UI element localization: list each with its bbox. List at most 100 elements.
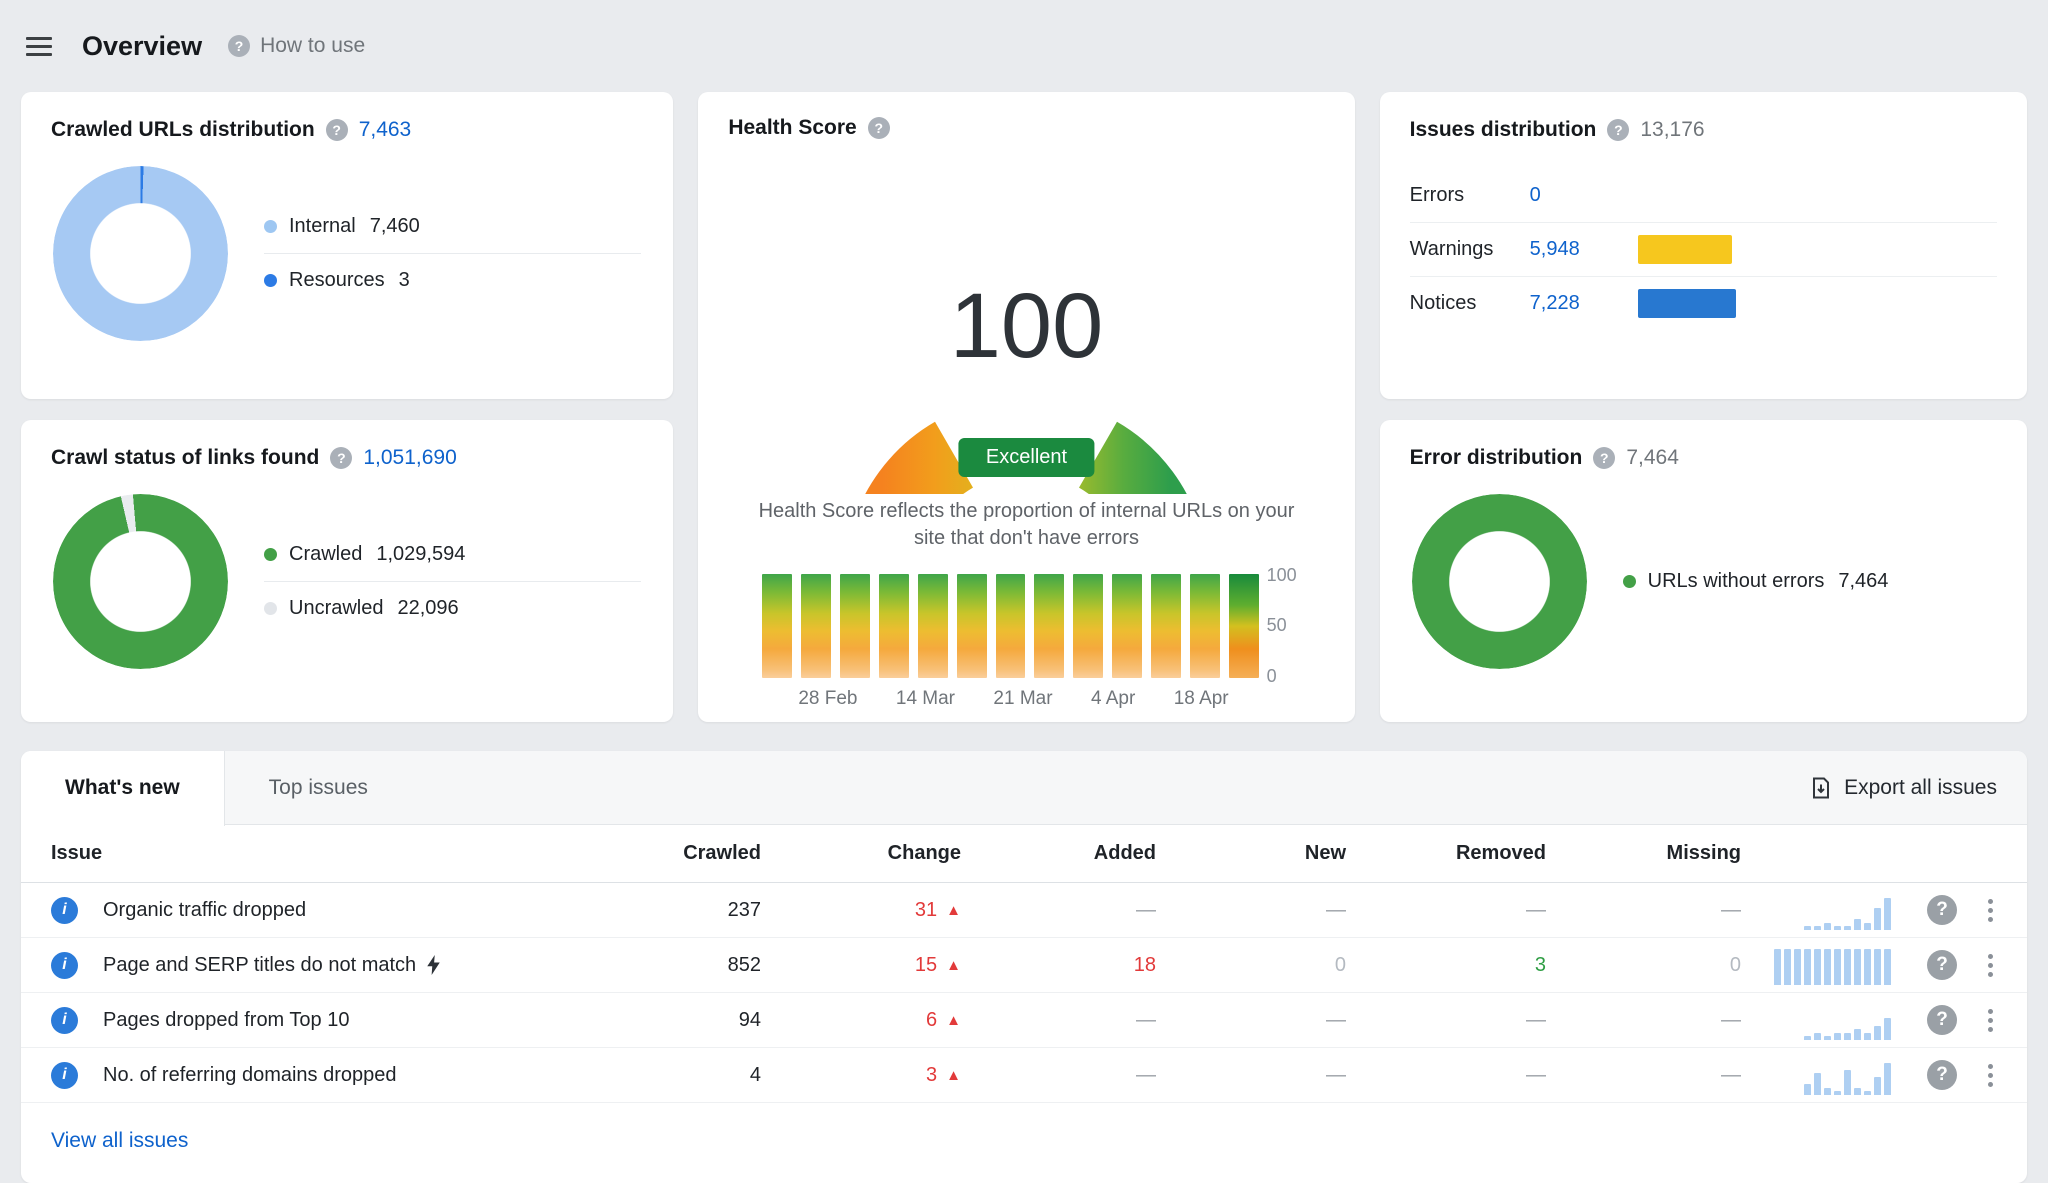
- crawled-urls-donut-chart: [53, 166, 228, 341]
- issues-table-header: Issue Crawled Change Added New Removed M…: [21, 825, 2027, 883]
- col-crawled: Crawled: [683, 842, 761, 864]
- new-value: 0: [1334, 953, 1346, 976]
- added-value: 18: [1133, 953, 1156, 976]
- info-icon[interactable]: i: [51, 896, 78, 924]
- health-score-value: 100: [949, 275, 1104, 377]
- export-file-icon: [1813, 777, 1830, 798]
- legend-item-resources: Resources 3: [264, 254, 641, 307]
- added-value: —: [1136, 1008, 1156, 1031]
- help-circle-icon[interactable]: ?: [1927, 950, 1957, 980]
- notices-count-link[interactable]: 7,228: [1529, 292, 1580, 314]
- legend-item-crawled: Crawled 1,029,594: [264, 528, 642, 582]
- crawl-status-total-link[interactable]: 1,051,690: [363, 446, 457, 469]
- legend-dot-icon: [264, 602, 277, 615]
- issue-link[interactable]: No. of referring domains dropped: [103, 1063, 397, 1086]
- notices-bar: [1637, 289, 1736, 318]
- crawled-value: 852: [727, 953, 761, 976]
- page-title: Overview: [82, 30, 203, 61]
- issues-section: What's new Top issues Export all issues …: [21, 751, 2027, 1183]
- col-missing: Missing: [1666, 842, 1741, 864]
- error-distribution-total: 7,464: [1626, 446, 1679, 469]
- health-score-gauge: 100 Excellent: [796, 142, 1256, 494]
- issues-distribution-card: Issues distribution ? 13,176 Errors 0 Wa…: [1379, 92, 2027, 399]
- help-circle-icon[interactable]: ?: [1927, 1005, 1957, 1035]
- col-issue: Issue: [51, 842, 103, 864]
- kebab-menu-icon[interactable]: [1984, 950, 1997, 981]
- legend-item-internal: Internal 7,460: [264, 200, 642, 254]
- how-to-use-link[interactable]: ? How to use: [228, 34, 365, 58]
- help-circle-icon[interactable]: ?: [1607, 119, 1630, 141]
- table-row: i No. of referring domains dropped 4 3 —…: [21, 1048, 2027, 1103]
- col-change: Change: [887, 842, 961, 864]
- up-triangle-icon: [946, 902, 961, 919]
- change-value: 15: [761, 954, 961, 977]
- missing-value: —: [1721, 1008, 1741, 1031]
- crawl-status-legend: Crawled 1,029,594 Uncrawled 22,096: [264, 528, 642, 635]
- added-value: —: [1136, 898, 1156, 921]
- kebab-menu-icon[interactable]: [1984, 1005, 1997, 1036]
- crawl-status-donut-chart: [53, 494, 228, 669]
- lightning-bolt-icon: [427, 955, 440, 975]
- issues-row-notices: Notices 7,228: [1409, 276, 1997, 330]
- help-circle-icon: ?: [228, 35, 251, 57]
- info-icon[interactable]: i: [51, 951, 78, 979]
- missing-value: —: [1721, 898, 1741, 921]
- info-icon[interactable]: i: [51, 1061, 78, 1089]
- view-all-issues-link[interactable]: View all issues: [51, 1129, 189, 1152]
- errors-count-link[interactable]: 0: [1529, 183, 1541, 206]
- kebab-menu-icon[interactable]: [1984, 895, 1997, 926]
- tab-top-issues[interactable]: Top issues: [268, 776, 368, 799]
- removed-value: —: [1526, 898, 1546, 921]
- table-row: i Organic traffic dropped 237 31 — — — —…: [21, 883, 2027, 938]
- health-score-history-chart: 100 50 0: [762, 565, 1297, 686]
- help-circle-icon[interactable]: ?: [330, 447, 353, 469]
- issue-link[interactable]: Organic traffic dropped: [103, 898, 307, 921]
- y-axis-tick: 0: [1266, 666, 1277, 686]
- legend-dot-icon: [264, 274, 277, 287]
- new-value: —: [1326, 1008, 1346, 1031]
- table-row: i Pages dropped from Top 10 94 6 — — — —…: [21, 993, 2027, 1048]
- sparkline-chart: [1741, 1000, 1891, 1040]
- issues-row-errors: Errors 0: [1410, 168, 1997, 222]
- help-circle-icon[interactable]: ?: [867, 117, 890, 139]
- removed-value: —: [1526, 1008, 1546, 1031]
- health-score-badge: Excellent: [958, 438, 1095, 477]
- tab-whats-new[interactable]: What's new: [21, 751, 225, 826]
- crawled-urls-total-link[interactable]: 7,463: [358, 118, 412, 141]
- change-value: 31: [761, 899, 961, 922]
- issue-link[interactable]: Pages dropped from Top 10: [103, 1008, 350, 1031]
- health-score-card: Health Score ?: [698, 92, 1355, 722]
- crawled-value: 237: [727, 898, 761, 921]
- legend-item-urls-without-errors: URLs without errors 7,464: [1622, 555, 1995, 608]
- error-distribution-card: Error distribution ? 7,464 URLs without …: [1379, 420, 2027, 722]
- help-circle-icon[interactable]: ?: [325, 119, 348, 141]
- up-triangle-icon: [946, 1067, 961, 1084]
- how-to-use-label: How to use: [260, 34, 366, 57]
- crawled-value: 4: [749, 1063, 761, 1086]
- new-value: —: [1326, 1063, 1346, 1086]
- new-value: —: [1326, 898, 1346, 921]
- help-circle-icon[interactable]: ?: [1927, 895, 1957, 925]
- help-circle-icon[interactable]: ?: [1593, 447, 1616, 469]
- y-axis-tick: 50: [1266, 615, 1287, 635]
- warnings-count-link[interactable]: 5,948: [1529, 238, 1580, 260]
- health-score-description: Health Score reflects the proportion of …: [758, 500, 1295, 549]
- help-circle-icon[interactable]: ?: [1927, 1060, 1957, 1090]
- up-triangle-icon: [946, 957, 961, 974]
- issues-tabs: What's new Top issues Export all issues: [21, 751, 2027, 826]
- hamburger-menu-icon[interactable]: [26, 32, 56, 61]
- table-row: i Page and SERP titles do not match 852 …: [21, 938, 2027, 993]
- col-new: New: [1304, 842, 1346, 864]
- export-all-issues-button[interactable]: Export all issues: [1809, 776, 1997, 800]
- error-distribution-donut-chart: [1411, 494, 1587, 669]
- crawl-status-title: Crawl status of links found: [51, 446, 320, 469]
- health-chart-x-labels: 28 Feb 14 Mar 21 Mar 4 Apr 18 Apr: [798, 688, 1229, 709]
- kebab-menu-icon[interactable]: [1984, 1060, 1997, 1091]
- missing-value: —: [1721, 1063, 1741, 1086]
- info-icon[interactable]: i: [51, 1006, 78, 1034]
- crawled-value: 94: [738, 1008, 761, 1031]
- issue-link[interactable]: Page and SERP titles do not match: [97, 954, 611, 977]
- cards-area: Crawled URLs distribution ? 7,463 Intern…: [0, 92, 2048, 722]
- col-removed: Removed: [1455, 842, 1546, 864]
- issues-distribution-list: Errors 0 Warnings 5,948 Notices 7,228: [1409, 168, 1997, 330]
